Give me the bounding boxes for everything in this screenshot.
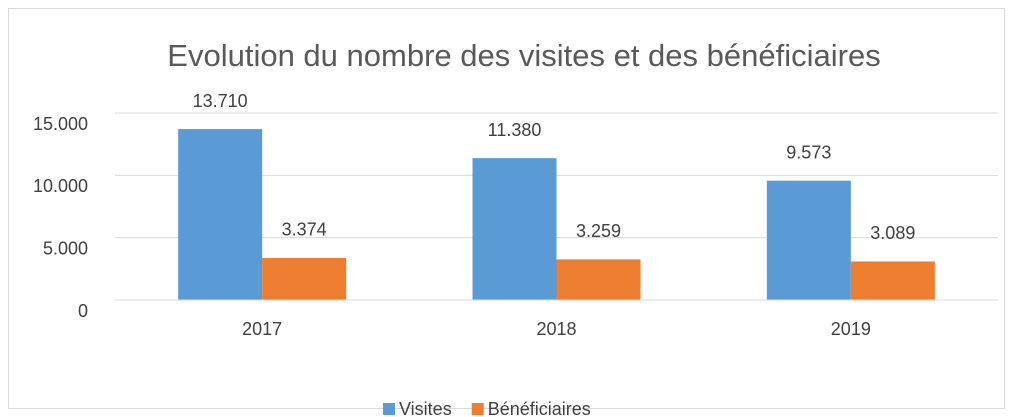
bar	[556, 259, 641, 300]
bar	[766, 180, 851, 300]
bar	[850, 261, 935, 300]
legend-swatch	[383, 403, 395, 415]
data-label: 3.089	[870, 223, 915, 243]
y-tick-label: 5.000	[43, 238, 88, 258]
chart-title: Evolution du nombre des visites et des b…	[167, 38, 880, 73]
data-label: 13.710	[193, 91, 248, 111]
x-tick-label: 2019	[831, 319, 871, 339]
data-label: 11.380	[488, 120, 542, 140]
legend-swatch	[471, 403, 484, 415]
x-tick-label: 2018	[536, 319, 576, 339]
bar	[262, 257, 347, 300]
legend-label: Bénéficiaires	[488, 399, 591, 417]
y-tick-label: 15.000	[33, 114, 88, 134]
y-tick-label: 0	[78, 301, 88, 321]
data-label: 3.374	[282, 220, 327, 240]
bar	[472, 158, 557, 300]
data-label: 3.259	[576, 221, 621, 241]
data-label: 9.573	[786, 142, 831, 162]
bar	[178, 129, 263, 300]
x-tick-label: 2017	[242, 319, 282, 339]
y-tick-label: 10.000	[33, 176, 88, 196]
legend-label: Visites	[399, 399, 452, 417]
